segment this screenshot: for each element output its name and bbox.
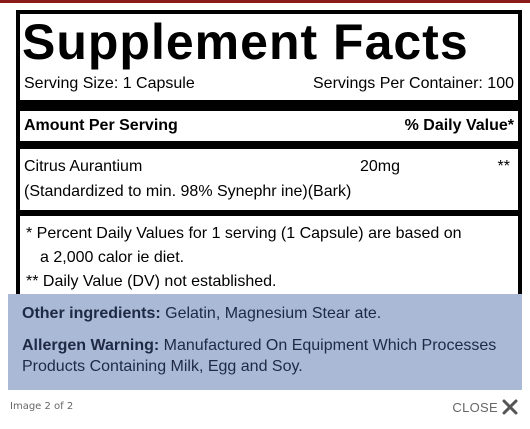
allergen-warning-line-2: Products Containing Milk, Egg and Soy. [22,358,303,375]
supplement-facts-image: Supplement Facts Serving Size: 1 Capsule… [8,4,530,390]
footnote-dv-not-established: ** Daily Value (DV) not established. [26,273,277,290]
ingredient-name: Citrus Aurantium [24,158,143,175]
close-icon[interactable] [502,399,518,415]
top-accent-bar [0,0,530,3]
thin-rule [20,210,518,216]
serving-size: Serving Size: 1 Capsule [24,75,195,92]
facts-title: Supplement Facts [22,14,469,70]
other-ingredients-label: Other ingredients: [22,305,161,322]
allergen-warning-line: Allergen Warning: Manufactured On Equipm… [22,335,496,356]
footnote-daily-values: * Percent Daily Values for 1 serving (1 … [26,225,462,242]
close-label[interactable]: CLOSE [452,399,498,415]
other-ingredients-panel: Other ingredients: Gelatin, Magnesium St… [8,294,522,390]
allergen-warning-value: Manufactured On Equipment Which Processe… [159,337,497,354]
other-ingredients-value: Gelatin, Magnesium Stear ate. [160,305,382,322]
servings-per-container: Servings Per Container: 100 [313,75,514,92]
ingredient-daily-value: ** [497,158,510,175]
supplement-facts-panel: Supplement Facts Serving Size: 1 Capsule… [16,10,522,302]
ingredient-amount: 20mg [360,158,401,175]
footnote-daily-values-cont: a 2,000 calor ie diet. [40,249,185,266]
image-counter: Image 2 of 2 [10,401,74,412]
other-ingredients-line: Other ingredients: Gelatin, Magnesium St… [22,303,381,324]
allergen-warning-label: Allergen Warning: [22,337,160,354]
amount-per-serving-header: Amount Per Serving [24,117,178,134]
thick-rule [20,100,518,111]
close-button[interactable]: CLOSE [452,399,518,415]
medium-rule [20,141,518,149]
daily-value-header: % Daily Value* [404,117,514,134]
ingredient-detail: (Standardized to min. 98% Synephr ine)(B… [24,183,352,200]
